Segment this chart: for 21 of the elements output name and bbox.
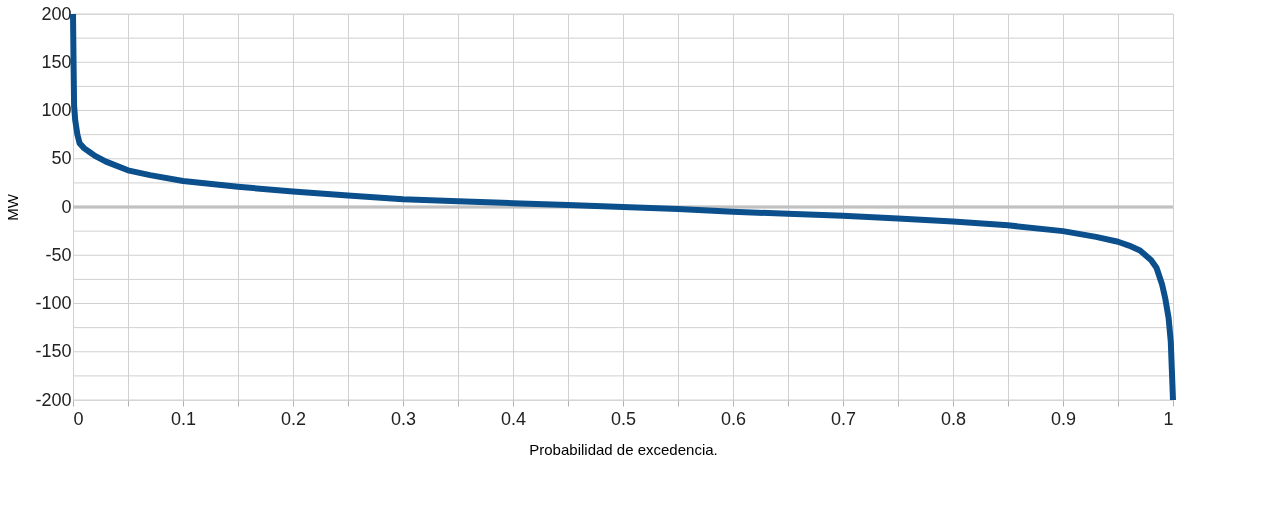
y-tick-label: 50 — [51, 148, 72, 169]
x-tick-label: 0.4 — [500, 408, 527, 429]
x-tick-label: 0.9 — [1050, 408, 1077, 429]
x-tick-label: 0.5 — [610, 408, 637, 429]
x-tick-label: 0.8 — [940, 408, 967, 429]
y-tick-label: -150 — [35, 341, 72, 362]
y-tick-label: -50 — [45, 244, 72, 265]
x-tick-label: 0.6 — [720, 408, 747, 429]
y-tick-label: 0 — [61, 196, 72, 217]
x-tick-label: 0.1 — [170, 408, 197, 429]
y-tick-label: -100 — [35, 293, 72, 313]
x-tick-label: 0.7 — [830, 408, 857, 429]
y-axis-title: MW — [4, 193, 22, 221]
x-tick-label: 0.2 — [280, 408, 307, 429]
x-axis-title: Probabilidad de excedencia. — [529, 440, 718, 458]
x-tick-label: 0.3 — [390, 408, 417, 429]
y-tick-label: 150 — [41, 51, 72, 72]
y-tick-label: -200 — [35, 389, 72, 410]
y-tick-label: 100 — [41, 100, 72, 120]
y-tick-label: 200 — [41, 3, 72, 24]
x-tick-label: 1 — [1163, 408, 1174, 429]
